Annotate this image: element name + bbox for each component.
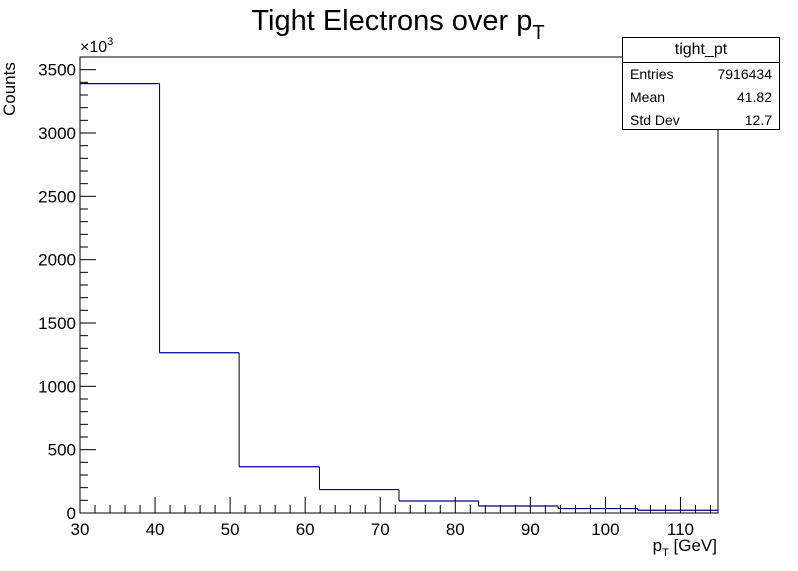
stats-value: 12.7 <box>744 112 772 128</box>
y-tick-label: 1500 <box>38 314 76 333</box>
y-tick-label: 1000 <box>38 377 76 396</box>
stats-row-mean: Mean 41.82 <box>623 86 779 109</box>
stats-value: 7916434 <box>717 66 772 82</box>
y-axis-label: Counts <box>0 62 19 116</box>
histogram-bars <box>79 82 719 513</box>
y-tick-label: 2500 <box>38 187 76 206</box>
stats-box-title: tight_pt <box>623 38 779 63</box>
x-tick-label: 60 <box>296 520 315 539</box>
y-axis-ticks: 0 500 1000 1500 2000 2500 3000 3500 <box>38 56 96 523</box>
stats-label: Std Dev <box>630 112 680 128</box>
stats-value: 41.82 <box>736 89 772 105</box>
y-axis-multiplier: ×103 <box>80 36 113 56</box>
x-tick-label: 70 <box>371 520 390 539</box>
x-tick-label: 90 <box>521 520 540 539</box>
x-tick-label: 80 <box>446 520 465 539</box>
chart-title: Tight Electrons over pT <box>251 5 544 44</box>
y-tick-label: 500 <box>48 441 76 460</box>
stats-label: Entries <box>630 66 674 82</box>
x-tick-label: 50 <box>221 520 240 539</box>
x-tick-label: 110 <box>667 520 694 539</box>
x-tick-label: 40 <box>146 520 165 539</box>
x-tick-label: 100 <box>591 520 619 539</box>
stats-box: tight_pt Entries 7916434 Mean 41.82 Std … <box>622 37 780 130</box>
y-tick-label: 0 <box>67 504 76 523</box>
plot-frame <box>79 56 719 514</box>
stats-row-entries: Entries 7916434 <box>623 63 779 86</box>
y-tick-label: 2000 <box>38 251 76 270</box>
x-axis-label: pT [GeV] <box>653 536 717 559</box>
y-tick-label: 3000 <box>38 124 76 143</box>
x-tick-label: 30 <box>71 520 90 539</box>
y-tick-label: 3500 <box>38 61 76 80</box>
x-axis-ticks: 30 40 50 60 70 80 90 100 110 <box>71 497 711 539</box>
stats-row-stddev: Std Dev 12.7 <box>623 109 779 132</box>
stats-label: Mean <box>630 89 666 105</box>
